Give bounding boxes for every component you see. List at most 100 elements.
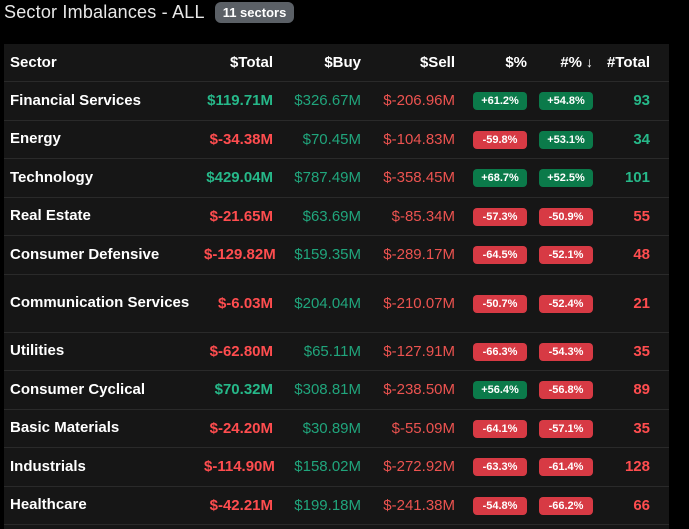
table-header: Sector $Total $Buy $Sell $% #% ↓ #Total (4, 44, 669, 82)
column-header-total[interactable]: $Total (229, 54, 273, 71)
table-row[interactable]: Technology $429.04M $787.49M $-358.45M +68.7… (4, 159, 669, 198)
pct-cell: -59.8% (455, 130, 527, 149)
count-pct-badge: -50.9% (539, 207, 593, 226)
count-total-cell: 48 (633, 246, 650, 264)
table-row[interactable]: Utilities $-62.80M $65.11M $-127.91M -66.3% -… (4, 333, 669, 371)
count-pct-badge: -61.4% (539, 458, 593, 477)
table-body: Financial Services $119.71M $326.67M $-206.… (4, 82, 669, 525)
table-row[interactable]: Consumer Defensive $-129.82M $159.35M $-289… (4, 236, 669, 275)
sell-cell: $-238.50M (383, 381, 455, 399)
total-cell: $-114.90M (204, 458, 275, 476)
pct-cell: -50.7% (455, 294, 527, 313)
buy-cell: $199.18M (294, 496, 361, 514)
column-header-pct[interactable]: $% (505, 54, 527, 71)
count-pct-cell: -52.4% (527, 294, 593, 313)
sector-count-badge: 11 sectors (214, 1, 295, 23)
pct-badge: -64.1% (473, 419, 527, 438)
buy-cell: $204.04M (294, 294, 361, 312)
count-pct-cell: +52.5% (527, 168, 593, 188)
count-total-cell: 66 (633, 496, 650, 514)
column-header-buy[interactable]: $Buy (324, 54, 361, 71)
buy-cell: $787.49M (294, 169, 361, 187)
table-row[interactable]: Communication Services $-6.03M $204.04M $-2… (4, 275, 669, 333)
count-total-cell: 89 (633, 381, 650, 399)
column-header-sell[interactable]: $Sell (419, 54, 455, 71)
total-cell: $-24.20M (209, 419, 273, 437)
sector-cell: Healthcare (10, 496, 87, 514)
count-pct-cell: -61.4% (527, 457, 593, 477)
pct-badge: -64.5% (473, 246, 527, 265)
column-header-sector[interactable]: Sector (10, 53, 57, 71)
total-cell: $-62.80M (209, 342, 273, 360)
sell-cell: $-55.09M (391, 419, 455, 437)
table-row[interactable]: Healthcare $-42.21M $199.18M $-241.38M -54.8… (4, 487, 669, 525)
column-header-count-total[interactable]: #Total (606, 54, 650, 71)
sector-cell: Real Estate (10, 207, 91, 225)
total-cell: $-34.38M (209, 130, 273, 148)
count-pct-badge: -57.1% (539, 419, 593, 438)
buy-cell: $159.35M (294, 246, 361, 264)
sector-cell: Financial Services (10, 91, 141, 109)
column-header-count-pct-label: #% (560, 54, 582, 71)
sector-cell: Communication Services (10, 294, 190, 311)
count-pct-cell: -57.1% (527, 419, 593, 438)
pct-badge: +68.7% (473, 169, 527, 188)
buy-cell: $63.69M (302, 207, 361, 225)
count-pct-badge: -56.8% (539, 381, 593, 400)
sell-cell: $-85.34M (391, 207, 455, 225)
panel-header: Sector Imbalances - ALL 11 sectors (4, 0, 295, 24)
count-pct-cell: -50.9% (527, 207, 593, 226)
count-pct-cell: +53.1% (527, 130, 593, 149)
sector-table: Sector $Total $Buy $Sell $% #% ↓ #Total F… (4, 44, 669, 529)
buy-cell: $70.45M (302, 130, 361, 148)
total-cell: $-42.21M (209, 496, 273, 514)
total-cell: $-6.03M (217, 294, 273, 312)
sector-cell: Consumer Cyclical (10, 380, 146, 398)
count-total-cell: 35 (633, 342, 650, 360)
sell-cell: $-358.45M (383, 169, 455, 187)
sector-cell: Industrials (10, 457, 86, 475)
pct-badge: -54.8% (473, 496, 527, 515)
pct-badge: -63.3% (473, 458, 527, 477)
sector-cell: Utilities (10, 342, 65, 360)
sell-cell: $-104.83M (383, 130, 455, 148)
pct-cell: +61.2% (455, 91, 527, 111)
table-row[interactable]: Financial Services $119.71M $326.67M $-206.… (4, 82, 669, 121)
count-total-cell: 93 (633, 92, 650, 110)
count-pct-cell: -66.2% (527, 496, 593, 515)
table-row[interactable]: Basic Materials $-24.20M $30.89M $-55.09M -6… (4, 410, 669, 448)
pct-badge: -57.3% (473, 207, 527, 226)
sell-cell: $-206.96M (383, 92, 455, 110)
sell-cell: $-210.07M (383, 294, 455, 312)
count-pct-cell: -54.3% (527, 342, 593, 361)
count-pct-badge: +53.1% (539, 130, 593, 149)
table-row[interactable]: Energy $-34.38M $70.45M $-104.83M -59.8% +53.… (4, 121, 669, 159)
buy-cell: $308.81M (294, 381, 361, 399)
column-header-count-pct[interactable]: #% ↓ (527, 54, 593, 71)
sell-cell: $-289.17M (383, 246, 455, 264)
pct-badge: +56.4% (473, 381, 527, 400)
sector-cell: Basic Materials (10, 419, 120, 437)
count-total-cell: 21 (633, 294, 650, 312)
total-cell: $-21.65M (209, 207, 273, 225)
pct-badge: -50.7% (473, 294, 527, 313)
count-total-cell: 101 (624, 169, 650, 187)
pct-cell: +68.7% (455, 168, 527, 188)
pct-cell: -64.5% (455, 245, 527, 265)
total-cell: $429.04M (206, 169, 273, 187)
table-row[interactable]: Industrials $-114.90M $158.02M $-272.92M -63… (4, 448, 669, 487)
total-cell: $119.71M (207, 92, 273, 110)
count-pct-cell: +54.8% (527, 91, 593, 111)
sector-cell: Energy (10, 130, 61, 148)
sort-descending-icon: ↓ (586, 54, 593, 70)
page-title: Sector Imbalances - ALL (4, 1, 205, 22)
table-row[interactable]: Consumer Cyclical $70.32M $308.81M $-238.50… (4, 371, 669, 410)
count-pct-badge: -54.3% (539, 342, 593, 361)
count-pct-badge: +54.8% (539, 92, 593, 111)
total-cell: $-129.82M (204, 246, 276, 264)
table-row[interactable]: Real Estate $-21.65M $63.69M $-85.34M -57.3%… (4, 198, 669, 236)
pct-cell: +56.4% (455, 380, 527, 400)
count-total-cell: 128 (624, 458, 650, 476)
pct-badge: -59.8% (473, 130, 527, 149)
total-cell: $70.32M (214, 381, 273, 399)
